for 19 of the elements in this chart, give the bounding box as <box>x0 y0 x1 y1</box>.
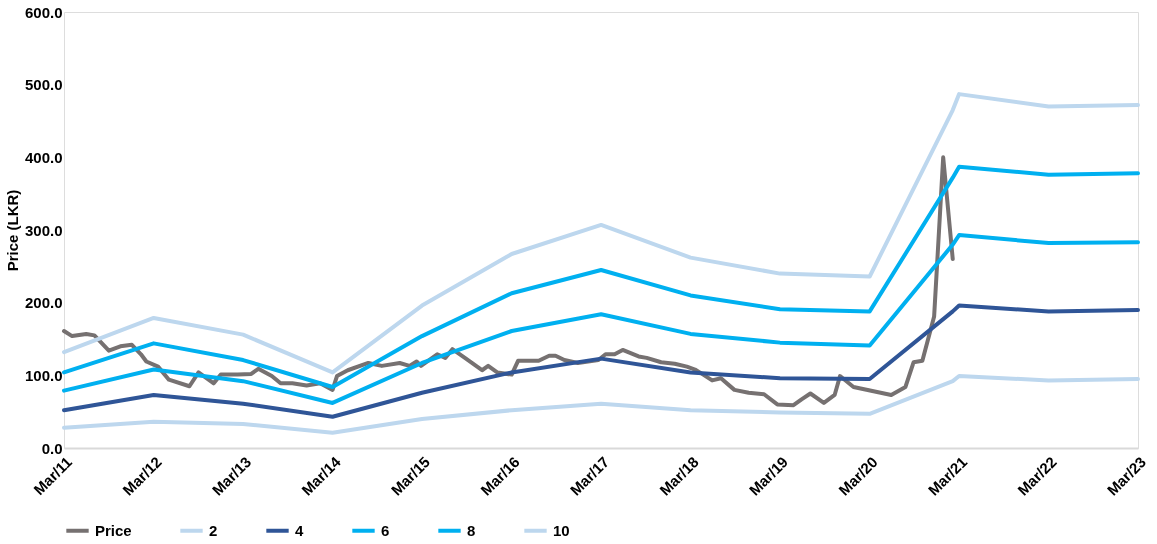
y-tick-label: 600.0 <box>24 3 63 21</box>
y-tick-label: 400.0 <box>24 148 63 166</box>
y-tick-label: 0.0 <box>41 439 63 457</box>
y-tick-label: 300.0 <box>24 221 63 239</box>
y-axis-title: Price (LKR) <box>3 189 21 272</box>
y-tick-label: 200.0 <box>24 294 63 312</box>
legend-label: 10 <box>553 521 570 539</box>
y-tick-label: 500.0 <box>24 76 63 94</box>
line-series <box>62 233 1140 405</box>
line-series <box>62 164 1140 389</box>
line-series <box>62 374 1140 435</box>
line-series <box>62 92 1140 375</box>
y-tick-label: 100.0 <box>24 366 63 384</box>
legend-label: 2 <box>209 521 218 539</box>
line-series <box>62 303 1140 419</box>
legend-label: 6 <box>381 521 390 539</box>
legend-label: Price <box>95 521 132 539</box>
legend-label: 4 <box>295 521 304 539</box>
legend-label: 8 <box>467 521 476 539</box>
